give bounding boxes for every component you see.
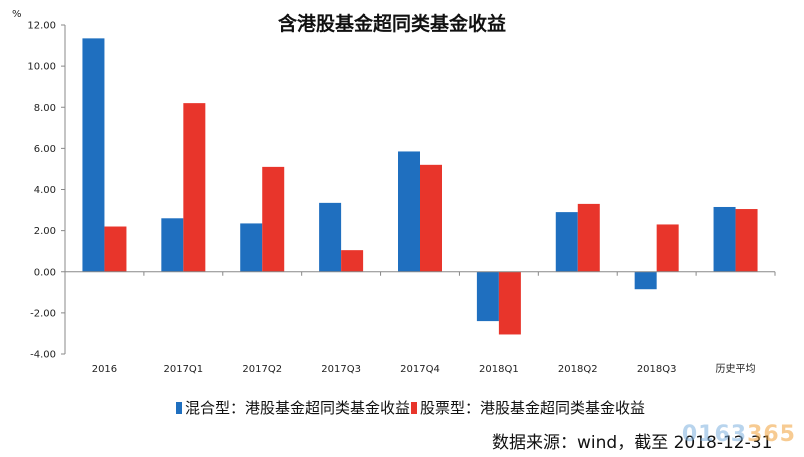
category-label: 2017Q3 xyxy=(321,364,361,375)
bar-hybrid-3 xyxy=(319,202,342,272)
bar-hybrid-0 xyxy=(82,38,105,272)
bars-group xyxy=(82,38,758,335)
chart-title: 含港股基金超同类基金收益 xyxy=(278,12,506,35)
category-label: 历史平均 xyxy=(716,363,756,375)
y-tick-label: 2.00 xyxy=(34,226,56,237)
bar-hybrid-2 xyxy=(240,223,263,272)
y-axis-unit: % xyxy=(12,9,22,20)
bar-stock-7 xyxy=(656,224,679,272)
y-tick-label: 12.00 xyxy=(27,21,56,32)
bar-hybrid-7 xyxy=(634,271,657,290)
legend-label: 混合型：港股基金超同类基金收益 xyxy=(185,399,410,417)
y-tick-label: 0.00 xyxy=(34,267,56,278)
watermark-logo: 0163365 xyxy=(682,422,796,447)
bar-hybrid-5 xyxy=(476,271,499,322)
y-axis-ticks: -4.00 -2.00 0.00 2.00 4.00 6.00 8.00 10.00 12.00 xyxy=(27,21,65,361)
source-note: 数据来源：wind，截至 2018-12-31 xyxy=(492,433,773,453)
bar-stock-4 xyxy=(420,164,442,272)
category-labels: 2016 2017Q1 2017Q2 2017Q3 2017Q4 2018Q1 2018Q2… xyxy=(92,363,756,375)
y-tick-label: -4.00 xyxy=(30,350,56,361)
category-label: 2017Q1 xyxy=(163,364,203,375)
y-tick-label: 4.00 xyxy=(34,185,56,196)
bar-hybrid-4 xyxy=(398,151,420,272)
y-tick-label: 6.00 xyxy=(34,144,56,155)
category-label: 2018Q2 xyxy=(558,364,598,375)
bar-stock-5 xyxy=(498,271,521,335)
y-tick-label: 8.00 xyxy=(34,103,56,114)
bar-stock-6 xyxy=(577,203,600,272)
category-label: 2016 xyxy=(92,364,117,375)
y-tick-label: -2.00 xyxy=(30,308,56,319)
bar-stock-2 xyxy=(262,166,285,272)
bar-stock-3 xyxy=(341,250,364,272)
bar-stock-8 xyxy=(735,209,758,272)
category-label: 2018Q3 xyxy=(637,364,677,375)
y-tick-label: 10.00 xyxy=(27,62,56,73)
bar-hybrid-6 xyxy=(555,212,578,272)
legend-label: 股票型：港股基金超同类基金收益 xyxy=(420,399,645,417)
bar-hybrid-8 xyxy=(713,206,736,272)
watermark-accent: 365 xyxy=(747,422,796,447)
legend: 混合型：港股基金超同类基金收益 股票型：港股基金超同类基金收益 xyxy=(176,399,645,417)
bar-hybrid-1 xyxy=(161,218,184,272)
category-label: 2018Q1 xyxy=(479,364,519,375)
watermark-main: 0163 xyxy=(681,422,748,447)
bar-stock-1 xyxy=(183,103,206,272)
bar-stock-0 xyxy=(104,226,127,272)
legend-swatch xyxy=(411,402,417,414)
category-label: 2017Q2 xyxy=(242,364,282,375)
legend-swatch xyxy=(176,402,182,414)
category-label: 2017Q4 xyxy=(400,364,440,375)
axes xyxy=(64,25,776,354)
